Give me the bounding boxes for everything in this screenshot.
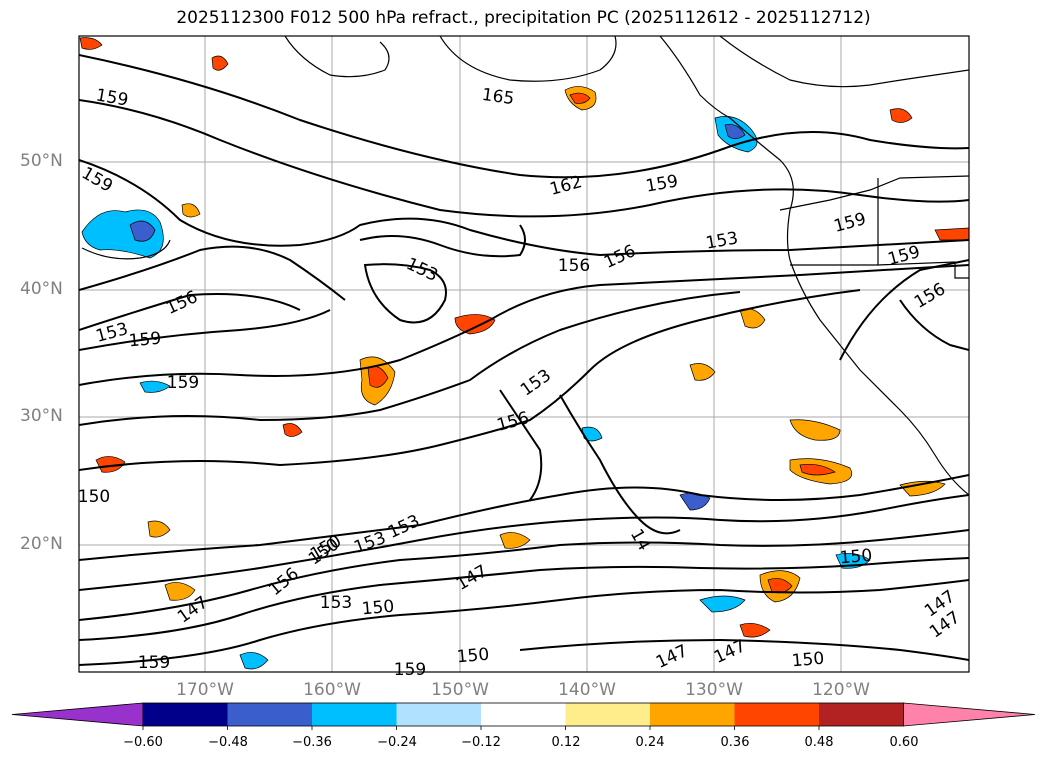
- colorbar-segment: [734, 703, 820, 726]
- coastlines: [81, 36, 969, 496]
- colorbar-tick: 0.24: [635, 735, 665, 750]
- colorbar-tick: 0.12: [551, 735, 581, 750]
- lon-label-130w: 130°W: [685, 680, 743, 700]
- colorbar-segment: [396, 703, 482, 726]
- colorbar-segment: [312, 703, 397, 726]
- contour-label: 159: [138, 653, 170, 673]
- contour-label: 156: [558, 256, 590, 276]
- lat-label-40n: 40°N: [20, 279, 63, 299]
- lat-label-50n: 50°N: [20, 151, 63, 171]
- map-title: 2025112300 F012 500 hPa refract., precip…: [176, 8, 871, 28]
- colorbar-tick: −0.36: [292, 735, 332, 750]
- lon-label-150w: 150°W: [431, 680, 489, 700]
- precipitation-shading: [79, 37, 969, 670]
- lat-label-30n: 30°N: [20, 406, 63, 426]
- colorbar-segment: [819, 703, 904, 726]
- colorbar-segment: [143, 703, 228, 726]
- contour-label: 153: [320, 593, 352, 613]
- contour-label: 150: [791, 649, 825, 672]
- contour-label: 150: [839, 546, 873, 569]
- lon-label-120w: 120°W: [812, 680, 870, 700]
- colorbar-tick: 0.48: [804, 735, 834, 750]
- colorbar-tick: 0.36: [720, 735, 750, 750]
- lon-label-140w: 140°W: [558, 680, 616, 700]
- colorbar-tick: −0.24: [377, 735, 417, 750]
- colorbar-segment: [650, 703, 735, 726]
- refractivity-contours: [79, 54, 969, 666]
- lon-label-170w: 170°W: [176, 680, 234, 700]
- map-frame: [78, 35, 970, 673]
- colorbar-extend-min: [11, 702, 144, 727]
- colorbar-tick: 0.60: [889, 735, 919, 750]
- colorbar: [11, 702, 1036, 730]
- colorbar-tick: −0.60: [123, 735, 163, 750]
- contour-label: 150: [361, 597, 395, 620]
- colorbar-segment: [481, 703, 566, 726]
- lat-label-20n: 20°N: [20, 534, 63, 554]
- contour-label: 150: [78, 487, 110, 507]
- contour-label: 159: [167, 373, 199, 393]
- contour-label: 159: [394, 660, 426, 680]
- colorbar-tick: −0.12: [461, 735, 501, 750]
- map-panel: [79, 36, 969, 672]
- colorbar-segment: [227, 703, 313, 726]
- contour-label: 159: [128, 329, 162, 352]
- lon-label-160w: 160°W: [303, 680, 361, 700]
- colorbar-tick: −0.48: [208, 735, 248, 750]
- contour-label: 150: [456, 645, 490, 668]
- colorbar-extend-max: [903, 702, 1036, 727]
- colorbar-border: [142, 702, 904, 727]
- contour-label: 165: [481, 85, 516, 109]
- colorbar-segment: [565, 703, 651, 726]
